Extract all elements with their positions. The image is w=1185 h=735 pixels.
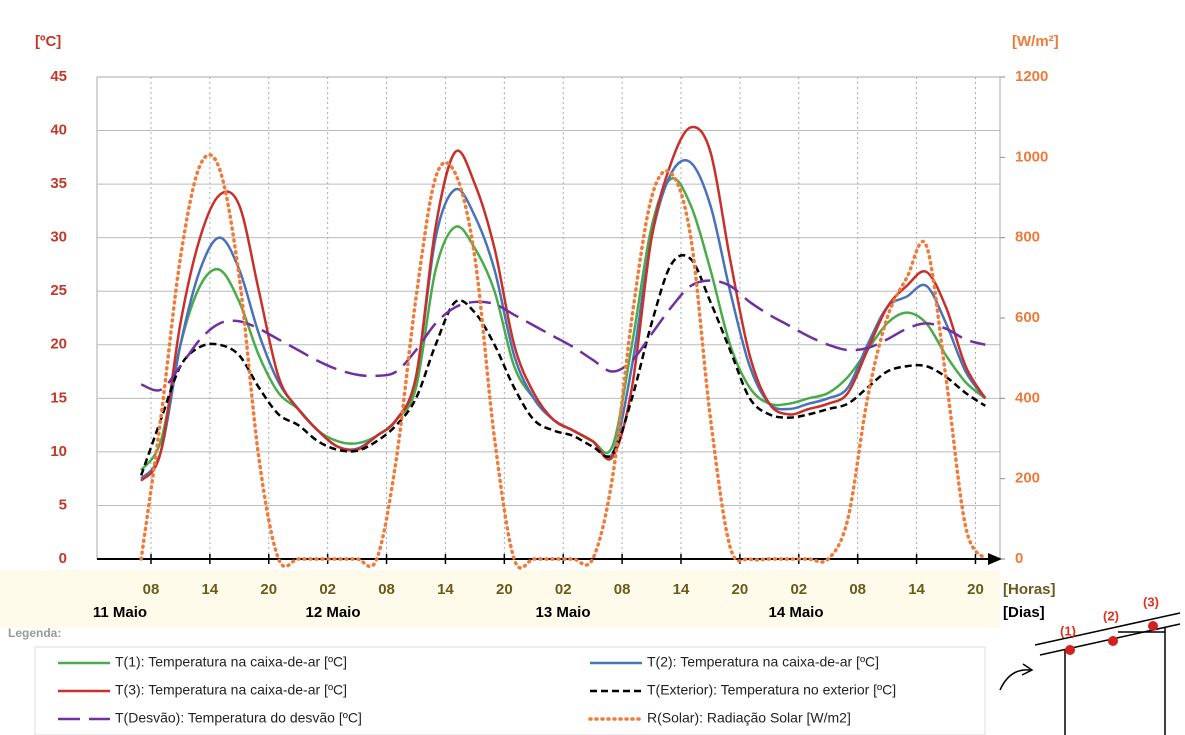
- day-label: 13 Maio: [535, 604, 590, 621]
- series-line: [139, 153, 988, 570]
- x-tick-label: 02: [555, 581, 572, 598]
- legend-label: T(3): Temperatura na caixa-de-ar [ºC]: [115, 682, 347, 698]
- x-tick-label: 08: [849, 581, 866, 598]
- legend-label: T(Desvão): Temperatura do desvão [ºC]: [115, 710, 362, 726]
- legend-label: T(2): Temperatura na caixa-de-ar [ºC]: [647, 654, 879, 670]
- y2-axis-label: [W/m²]: [1012, 33, 1059, 50]
- arrow: [999, 669, 1031, 691]
- x-tick-label: 20: [732, 581, 749, 598]
- y-tick-label: 5: [59, 496, 67, 513]
- y-tick-label: 10: [50, 443, 67, 460]
- legend-label: T(Exterior): Temperatura no exterior [ºC…: [647, 682, 896, 698]
- y-axis-label: [ºC]: [35, 33, 61, 50]
- y2-tick-label: 800: [1015, 229, 1040, 246]
- x-tick-label: 20: [967, 581, 984, 598]
- roof-line: [1034, 612, 1181, 646]
- diagram-label: (1): [1060, 623, 1076, 638]
- x-tick-label: 14: [437, 581, 454, 598]
- day-label: 14 Maio: [768, 604, 823, 621]
- x-tick-label: 14: [673, 581, 690, 598]
- x-axis-label: [Horas]: [1003, 581, 1056, 598]
- x2-axis-label: [Dias]: [1003, 604, 1045, 621]
- y-tick-label: 45: [50, 68, 67, 85]
- y2-tick-label: 0: [1015, 550, 1023, 567]
- y-tick-label: 15: [50, 389, 67, 406]
- y-tick-label: 25: [50, 282, 67, 299]
- x-tick-label: 20: [260, 581, 277, 598]
- x-tick-label: 14: [202, 581, 219, 598]
- y-tick-label: 20: [50, 336, 67, 353]
- sensor-dot: [1108, 636, 1118, 646]
- y-tick-label: 35: [50, 175, 67, 192]
- legend-label: R(Solar): Radiação Solar [W/m2]: [647, 710, 851, 726]
- sensor-dot: [1065, 645, 1075, 655]
- y2-tick-label: 200: [1015, 470, 1040, 487]
- y-tick-label: 30: [50, 229, 67, 246]
- x-tick-label: 20: [496, 581, 513, 598]
- series-line: [139, 253, 986, 476]
- y2-tick-label: 600: [1015, 309, 1040, 326]
- x-tick-label: 02: [319, 581, 336, 598]
- x-tick-label: 14: [908, 581, 925, 598]
- x-axis-arrow: [988, 553, 1002, 565]
- x-tick-label: 08: [378, 581, 395, 598]
- x-tick-label: 08: [143, 581, 160, 598]
- y-tick-label: 40: [50, 122, 67, 139]
- legend-title: Legenda:: [8, 626, 61, 640]
- x-tick-label: 08: [614, 581, 631, 598]
- x-tick-label: 02: [790, 581, 807, 598]
- diagram-label: (3): [1143, 594, 1159, 609]
- arrow-head: [1021, 663, 1034, 676]
- series-line: [140, 279, 986, 392]
- day-label: 12 Maio: [305, 604, 360, 621]
- sensor-dot: [1148, 621, 1158, 631]
- y2-tick-label: 1000: [1015, 148, 1048, 165]
- y2-tick-label: 1200: [1015, 68, 1048, 85]
- day-label: 11 Maio: [93, 604, 147, 621]
- series-line: [140, 125, 987, 482]
- diagram-label: (2): [1103, 608, 1119, 623]
- legend-label: T(1): Temperatura na caixa-de-ar [ºC]: [115, 654, 347, 670]
- legend-box: [34, 646, 986, 735]
- y-tick-label: 0: [59, 550, 67, 567]
- y2-tick-label: 400: [1015, 389, 1040, 406]
- axis-band: [0, 570, 1000, 628]
